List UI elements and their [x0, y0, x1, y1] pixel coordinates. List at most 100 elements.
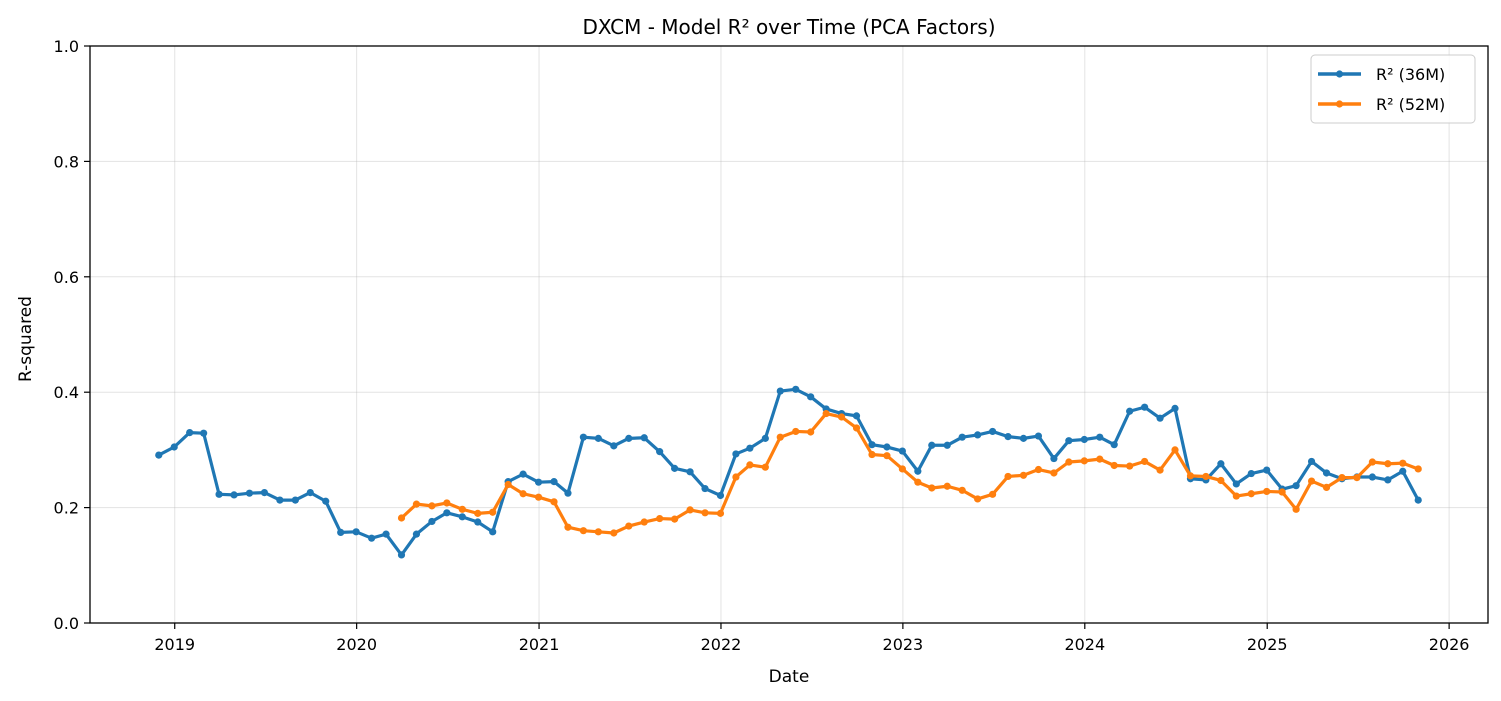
data-point: [215, 490, 223, 498]
data-point: [504, 480, 512, 489]
data-point: [1065, 458, 1073, 466]
data-point: [550, 478, 558, 486]
data-point: [776, 387, 784, 395]
plot-frame: [89, 45, 1489, 624]
data-point: [474, 509, 482, 517]
x-tick-label: 2026: [1429, 635, 1470, 654]
data-point: [1338, 474, 1346, 482]
data-point: [852, 412, 861, 420]
data-point: [837, 413, 846, 421]
data-point: [352, 528, 360, 536]
data-point: [519, 470, 527, 478]
data-point: [1292, 482, 1300, 490]
y-tick-label: 0.2: [54, 499, 79, 518]
data-point: [291, 496, 299, 504]
data-point: [914, 467, 922, 475]
series-52m: [397, 409, 1422, 537]
series-layer: [155, 385, 1422, 559]
data-point: [276, 496, 284, 504]
data-point: [155, 451, 163, 459]
data-point: [1080, 435, 1088, 444]
data-point: [625, 434, 633, 442]
y-axis: 0.0 0.2 0.4 0.6 0.8 1.0: [54, 37, 90, 633]
legend-label-36m: R² (36M): [1376, 65, 1445, 84]
data-point: [761, 434, 769, 442]
data-point: [550, 498, 558, 506]
data-point: [397, 514, 406, 522]
data-point: [1307, 477, 1316, 485]
data-point: [1263, 466, 1271, 474]
data-point: [1307, 457, 1316, 466]
data-point: [776, 433, 784, 441]
data-point: [701, 509, 709, 517]
data-point: [1232, 480, 1240, 488]
data-point: [1019, 434, 1028, 442]
data-point: [1156, 414, 1164, 422]
legend: R² (36M) R² (52M): [1310, 54, 1476, 124]
data-point: [716, 491, 725, 500]
x-axis: 2019 2020 2021 2022 2023 2024 2025 2026: [154, 623, 1469, 654]
data-point: [640, 434, 648, 442]
data-point: [943, 482, 951, 490]
data-point: [337, 528, 345, 537]
data-point: [1247, 490, 1255, 498]
data-point: [868, 450, 876, 459]
legend-box: [1310, 54, 1476, 124]
data-point: [594, 528, 602, 536]
data-point: [610, 529, 618, 537]
data-point: [792, 385, 800, 393]
data-point: [412, 500, 421, 508]
y-tick-label: 0.6: [54, 268, 79, 287]
data-point: [1278, 488, 1286, 496]
data-point: [807, 428, 815, 436]
x-tick-label: 2021: [519, 635, 560, 654]
data-point: [928, 441, 936, 449]
y-tick-label: 1.0: [54, 37, 79, 56]
data-point: [245, 489, 254, 497]
y-tick-label: 0.8: [54, 152, 79, 171]
data-point: [988, 427, 997, 436]
data-point: [1065, 437, 1073, 445]
data-point: [579, 527, 588, 535]
data-point: [306, 489, 314, 497]
x-tick-label: 2020: [336, 635, 377, 654]
data-point: [1247, 469, 1255, 478]
data-point: [1322, 469, 1331, 477]
data-point: [1232, 492, 1240, 500]
y-tick-label: 0.0: [54, 614, 79, 633]
data-point: [443, 509, 451, 517]
data-point: [1110, 441, 1118, 449]
data-point: [974, 495, 982, 503]
data-point: [1353, 474, 1361, 482]
data-point: [428, 502, 436, 510]
data-point: [534, 493, 543, 501]
data-point: [610, 442, 618, 450]
data-point: [1292, 505, 1300, 513]
data-point: [260, 489, 269, 497]
data-point: [958, 433, 966, 441]
data-point: [1414, 465, 1422, 473]
data-point: [367, 534, 376, 542]
data-point: [928, 484, 936, 492]
data-point: [1156, 466, 1164, 474]
x-tick-label: 2025: [1247, 635, 1288, 654]
data-point: [1080, 457, 1088, 465]
y-axis-label: R-squared: [16, 296, 36, 382]
data-point: [382, 530, 390, 538]
x-tick-label: 2024: [1064, 635, 1105, 654]
data-point: [1034, 465, 1043, 474]
data-point: [1399, 459, 1407, 467]
data-point: [1202, 472, 1210, 481]
data-point: [1171, 404, 1179, 412]
data-point: [397, 551, 406, 559]
data-point: [1368, 473, 1376, 481]
data-point: [519, 490, 527, 498]
data-point: [761, 463, 769, 471]
data-point: [186, 428, 194, 437]
data-point: [474, 518, 482, 526]
data-point: [974, 431, 982, 439]
x-tick-label: 2019: [154, 635, 195, 654]
data-point: [170, 443, 178, 451]
data-point: [1171, 446, 1179, 454]
data-point: [1141, 457, 1149, 466]
